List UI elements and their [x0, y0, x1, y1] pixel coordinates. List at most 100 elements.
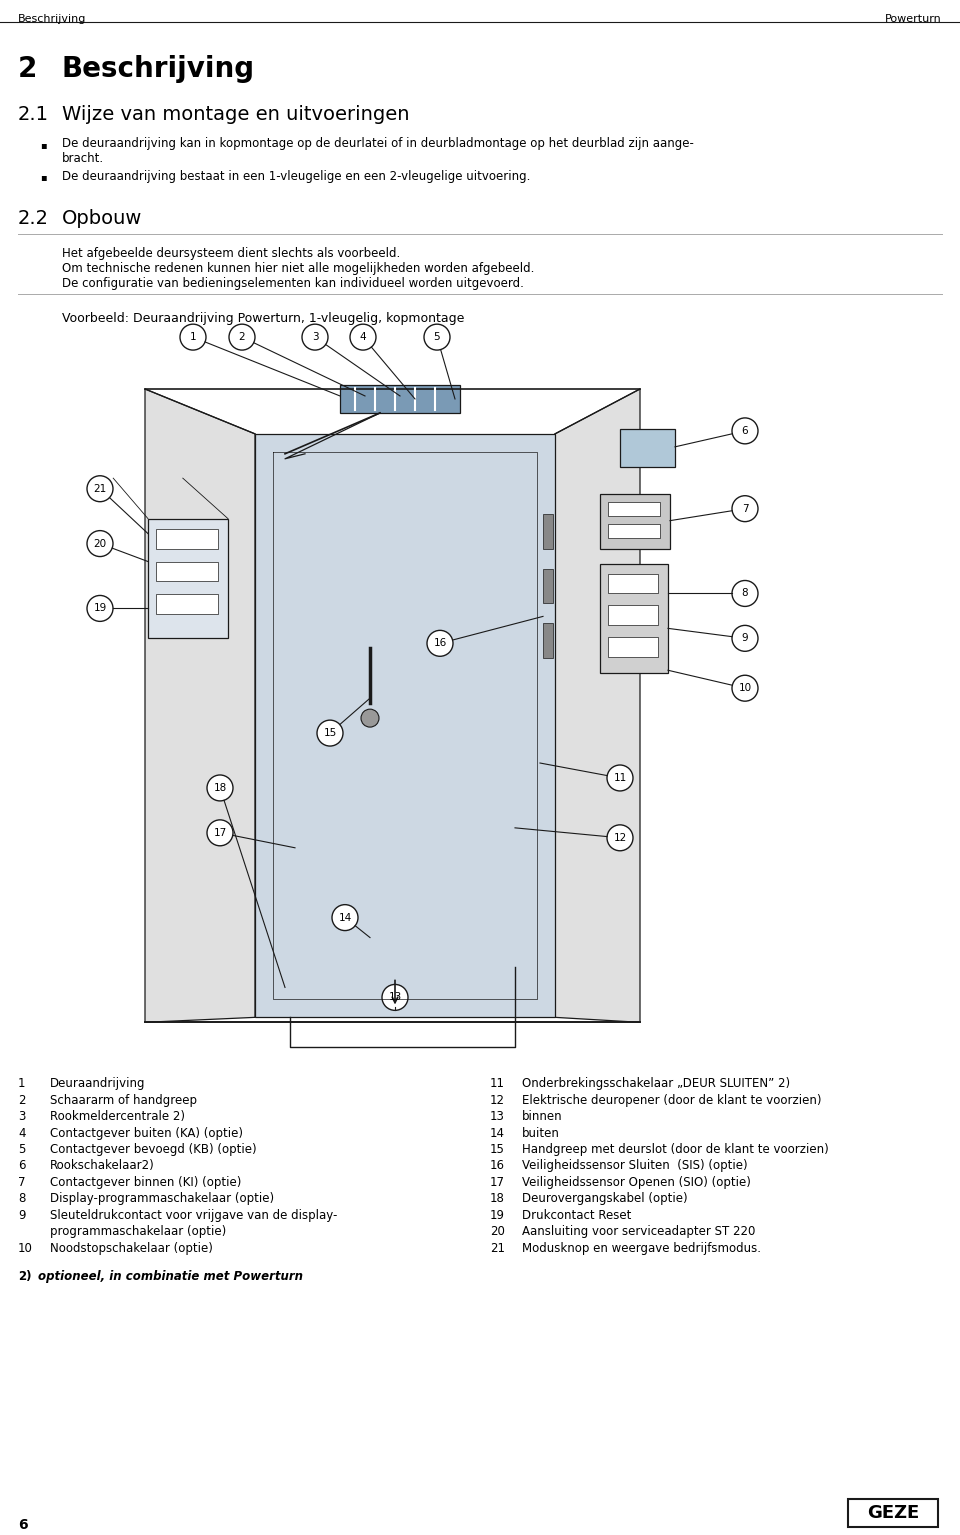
Text: Deuraandrijving: Deuraandrijving	[50, 1078, 146, 1090]
Text: Contactgever buiten (KA) (optie): Contactgever buiten (KA) (optie)	[50, 1127, 243, 1139]
Polygon shape	[156, 528, 218, 548]
Circle shape	[207, 820, 233, 846]
Text: Drukcontact Reset: Drukcontact Reset	[522, 1210, 632, 1222]
Circle shape	[427, 631, 453, 657]
Circle shape	[180, 324, 206, 350]
Polygon shape	[543, 623, 553, 659]
Text: programmaschakelaar (optie): programmaschakelaar (optie)	[50, 1225, 227, 1239]
Text: Onderbrekingsschakelaar „DEUR SLUITEN” 2): Onderbrekingsschakelaar „DEUR SLUITEN” 2…	[522, 1078, 790, 1090]
Text: 11: 11	[490, 1078, 505, 1090]
Text: 13: 13	[490, 1110, 505, 1124]
Text: 17: 17	[213, 827, 227, 838]
Circle shape	[207, 775, 233, 801]
Circle shape	[361, 709, 379, 728]
Polygon shape	[608, 637, 658, 657]
Text: 3: 3	[312, 332, 319, 342]
Text: 1: 1	[18, 1078, 26, 1090]
Polygon shape	[145, 388, 255, 1022]
Text: Voorbeeld: Deuraandrijving Powerturn, 1-vleugelig, kopmontage: Voorbeeld: Deuraandrijving Powerturn, 1-…	[62, 312, 465, 325]
Text: Noodstopschakelaar (optie): Noodstopschakelaar (optie)	[50, 1242, 213, 1254]
Text: 14: 14	[490, 1127, 505, 1139]
Circle shape	[350, 324, 376, 350]
Text: Schaararm of handgreep: Schaararm of handgreep	[50, 1093, 197, 1107]
Text: 16: 16	[433, 639, 446, 648]
Text: Sleuteldrukcontact voor vrijgave van de display-: Sleuteldrukcontact voor vrijgave van de …	[50, 1210, 337, 1222]
Text: GEZE: GEZE	[867, 1504, 919, 1523]
Text: 11: 11	[613, 774, 627, 783]
Text: optioneel, in combinatie met Powerturn: optioneel, in combinatie met Powerturn	[38, 1269, 303, 1283]
Text: 12: 12	[613, 834, 627, 843]
Polygon shape	[156, 594, 218, 614]
Text: 7: 7	[742, 503, 748, 514]
Text: De deuraandrijving bestaat in een 1-vleugelige en een 2-vleugelige uitvoering.: De deuraandrijving bestaat in een 1-vleu…	[62, 169, 530, 183]
Polygon shape	[340, 385, 460, 413]
Circle shape	[302, 324, 328, 350]
Text: 6: 6	[742, 425, 748, 436]
Text: 6: 6	[18, 1518, 28, 1532]
Text: 2.1: 2.1	[18, 104, 49, 124]
Text: 1: 1	[190, 332, 196, 342]
Text: 2: 2	[18, 55, 37, 83]
Circle shape	[87, 596, 113, 622]
Polygon shape	[608, 605, 658, 625]
Circle shape	[607, 824, 633, 850]
Text: Handgreep met deurslot (door de klant te voorzien): Handgreep met deurslot (door de klant te…	[522, 1144, 828, 1156]
Text: Veiligheidssensor Sluiten  (SIS) (optie): Veiligheidssensor Sluiten (SIS) (optie)	[522, 1159, 748, 1173]
Polygon shape	[848, 1500, 938, 1527]
Text: Elektrische deuropener (door de klant te voorzien): Elektrische deuropener (door de klant te…	[522, 1093, 822, 1107]
Circle shape	[607, 764, 633, 791]
Circle shape	[382, 984, 408, 1010]
Circle shape	[732, 675, 758, 701]
Text: 13: 13	[389, 993, 401, 1002]
Text: De deuraandrijving kan in kopmontage op de deurlatei of in deurbladmontage op he: De deuraandrijving kan in kopmontage op …	[62, 137, 694, 149]
Circle shape	[317, 720, 343, 746]
Circle shape	[424, 324, 450, 350]
Text: 8: 8	[18, 1193, 25, 1205]
Text: 2: 2	[18, 1093, 26, 1107]
Text: 19: 19	[490, 1210, 505, 1222]
Circle shape	[732, 625, 758, 651]
Text: 18: 18	[490, 1193, 505, 1205]
Text: Opbouw: Opbouw	[62, 209, 142, 229]
Text: Display-programmaschakelaar (optie): Display-programmaschakelaar (optie)	[50, 1193, 275, 1205]
Polygon shape	[608, 502, 660, 516]
Text: Om technische redenen kunnen hier niet alle mogelijkheden worden afgebeeld.: Om technische redenen kunnen hier niet a…	[62, 262, 535, 275]
Text: 15: 15	[490, 1144, 505, 1156]
Text: Veiligheidssensor Openen (SIO) (optie): Veiligheidssensor Openen (SIO) (optie)	[522, 1176, 751, 1190]
Text: De configuratie van bedieningselementen kan individueel worden uitgevoerd.: De configuratie van bedieningselementen …	[62, 278, 524, 290]
Text: 3: 3	[18, 1110, 25, 1124]
Circle shape	[332, 904, 358, 930]
Text: 19: 19	[93, 603, 107, 614]
Text: 5: 5	[18, 1144, 25, 1156]
Polygon shape	[608, 523, 660, 537]
Polygon shape	[608, 574, 658, 594]
Text: 9: 9	[18, 1210, 26, 1222]
Text: 10: 10	[18, 1242, 33, 1254]
Polygon shape	[148, 519, 228, 639]
Text: Beschrijving: Beschrijving	[62, 55, 255, 83]
Text: 21: 21	[93, 484, 107, 494]
Text: binnen: binnen	[522, 1110, 563, 1124]
Polygon shape	[156, 562, 218, 582]
Text: 12: 12	[490, 1093, 505, 1107]
Text: 6: 6	[18, 1159, 26, 1173]
Circle shape	[732, 496, 758, 522]
Text: buiten: buiten	[522, 1127, 560, 1139]
Text: Powerturn: Powerturn	[885, 14, 942, 25]
Text: Aansluiting voor serviceadapter ST 220: Aansluiting voor serviceadapter ST 220	[522, 1225, 756, 1239]
Text: Rookmeldercentrale 2): Rookmeldercentrale 2)	[50, 1110, 185, 1124]
Text: Het afgebeelde deursysteem dient slechts als voorbeeld.: Het afgebeelde deursysteem dient slechts…	[62, 247, 400, 261]
Text: 14: 14	[338, 913, 351, 923]
Text: 2): 2)	[18, 1269, 32, 1283]
Text: 2: 2	[239, 332, 246, 342]
Text: Modusknop en weergave bedrijfsmodus.: Modusknop en weergave bedrijfsmodus.	[522, 1242, 761, 1254]
Polygon shape	[600, 563, 668, 674]
Polygon shape	[255, 434, 555, 1018]
Circle shape	[732, 418, 758, 444]
Text: Rookschakelaar2): Rookschakelaar2)	[50, 1159, 155, 1173]
Text: 20: 20	[93, 539, 107, 548]
Text: 7: 7	[18, 1176, 26, 1190]
Text: Wijze van montage en uitvoeringen: Wijze van montage en uitvoeringen	[62, 104, 410, 124]
Polygon shape	[620, 428, 675, 467]
Text: ▪: ▪	[40, 140, 47, 149]
